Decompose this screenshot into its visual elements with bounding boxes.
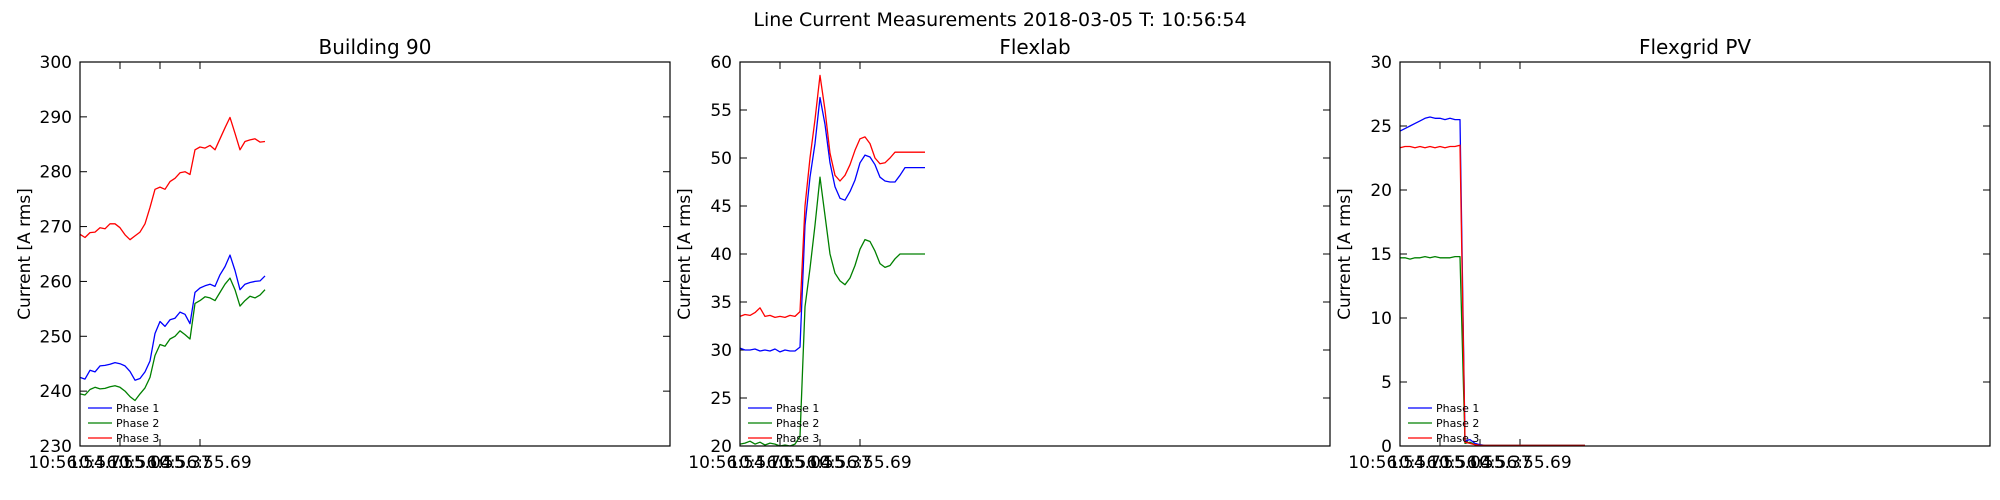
legend-label: Phase 1	[1436, 402, 1479, 415]
legend-label: Phase 2	[776, 417, 819, 430]
legend-label: Phase 3	[116, 432, 159, 445]
series-line-phase-3	[1399, 144, 1585, 447]
panel-title: Flexgrid PV	[1639, 35, 1751, 59]
x-tick-label: 10:56:55.69	[148, 453, 251, 473]
legend-label: Phase 2	[1436, 417, 1479, 430]
y-tick-label: 270	[40, 218, 72, 238]
y-tick-label: 300	[40, 53, 72, 73]
plot-frame	[79, 61, 671, 447]
legend-label: Phase 3	[776, 432, 819, 445]
series-line-phase-3	[79, 116, 266, 241]
series-line-phase-2	[739, 176, 925, 447]
legend-label: Phase 1	[116, 402, 159, 415]
y-tick-label: 230	[40, 437, 72, 457]
figure-suptitle: Line Current Measurements 2018-03-05 T: …	[753, 9, 1246, 31]
x-tick-label: 10:56:54.71	[688, 453, 791, 473]
y-tick-label: 25	[710, 389, 732, 409]
chart-panel-2: Flexlab Current [A rms] 20 25 30 35 40 45 50 55 60…	[675, 35, 1331, 473]
x-tick-label: 10:56:55.37	[768, 453, 871, 473]
y-tick-label: 55	[710, 101, 732, 121]
panel-title: Building 90	[319, 35, 432, 59]
y-tick-label: 290	[40, 108, 72, 128]
y-tick-label: 25	[1370, 117, 1392, 137]
y-tick-label: 280	[40, 163, 72, 183]
y-tick-label: 40	[710, 245, 732, 265]
chart-panel-1: Building 90 Current [A rms] 230 240 250 260 27…	[15, 35, 671, 473]
x-tick-label: 10:56:55.37	[108, 453, 211, 473]
y-tick-label: 20	[1370, 181, 1392, 201]
y-tick-label: 20	[710, 437, 732, 457]
y-tick-label: 50	[710, 149, 732, 169]
y-tick-label: 260	[40, 272, 72, 292]
x-tick-label: 10:56:54.71	[28, 453, 131, 473]
y-tick-label: 60	[710, 53, 732, 73]
x-tick-label: 10:56:55.69	[808, 453, 911, 473]
legend-label: Phase 2	[116, 417, 159, 430]
y-tick-label: 0	[1381, 437, 1392, 457]
legend-label: Phase 3	[1436, 432, 1479, 445]
y-tick-label: 45	[710, 197, 732, 217]
series-line-phase-1	[739, 96, 925, 353]
series-line-phase-2	[79, 277, 266, 402]
panel-title: Flexlab	[999, 35, 1070, 59]
x-tick-label: 10:56:54.71	[1348, 453, 1451, 473]
y-tick-label: 5	[1381, 373, 1392, 393]
y-axis-label: Current [A rms]	[1335, 188, 1355, 320]
series-line-phase-3	[739, 74, 925, 319]
y-tick-label: 30	[1370, 53, 1392, 73]
x-tick-label: 10:56:55.69	[1468, 453, 1571, 473]
series-line-phase-1	[1399, 116, 1585, 447]
x-tick-label: 10:56:55.04	[728, 453, 831, 473]
x-tick-label: 10:56:55.37	[1428, 453, 1531, 473]
y-axis-label: Current [A rms]	[675, 188, 695, 320]
x-tick-label: 10:56:55.04	[68, 453, 171, 473]
legend-label: Phase 1	[776, 402, 819, 415]
y-tick-label: 250	[40, 327, 72, 347]
y-tick-label: 240	[40, 382, 72, 402]
y-axis-label: Current [A rms]	[15, 188, 35, 320]
y-tick-label: 10	[1370, 309, 1392, 329]
plot-frame	[1399, 61, 1991, 447]
series-line-phase-1	[79, 254, 266, 381]
plot-frame	[739, 61, 1331, 447]
series-line-phase-2	[1400, 255, 1585, 447]
x-tick-label: 10:56:55.04	[1388, 453, 1491, 473]
y-tick-label: 35	[710, 293, 732, 313]
y-tick-label: 15	[1370, 245, 1392, 265]
y-tick-label: 30	[710, 341, 732, 361]
chart-panel-3: Flexgrid PV Current [A rms] 0 5 10 15 20 25 30 10…	[1335, 35, 1991, 473]
